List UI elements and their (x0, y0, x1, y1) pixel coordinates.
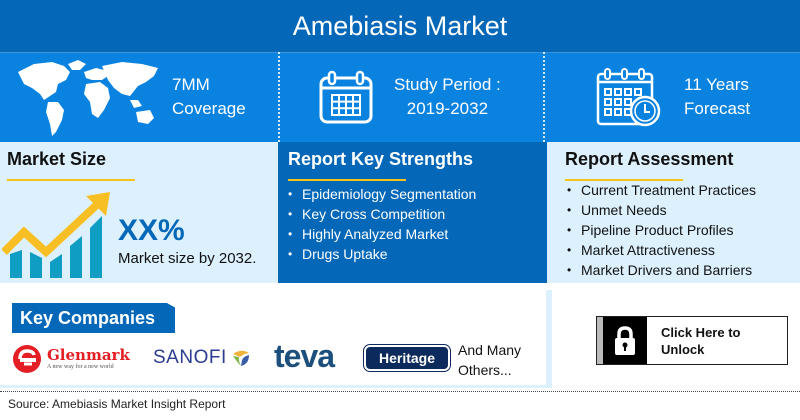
more-companies: And Many Others... (458, 340, 521, 380)
sanofi-logo: SANOFI (153, 347, 251, 369)
world-map-icon (18, 60, 158, 136)
list-item: Market Drivers and Barriers (565, 260, 756, 280)
assessment-panel: Report Assessment Current Treatment Prac… (544, 142, 800, 283)
page-title: Amebiasis Market (292, 11, 508, 41)
study-period-value: 2019-2032 (406, 99, 489, 118)
key-strengths-panel: Report Key Strengths Epidemiology Segmen… (278, 142, 544, 283)
divider (543, 52, 545, 142)
title-underline (7, 179, 135, 181)
forecast-value: 11 Years (684, 75, 749, 94)
unlock-button[interactable]: Click Here to Unlock (596, 316, 788, 365)
assessment-title: Report Assessment (565, 149, 734, 169)
glenmark-tagline: A new way for a new world (47, 363, 114, 370)
coverage-value: 7MM (172, 75, 210, 94)
list-item: Pipeline Product Profiles (565, 220, 756, 240)
forecast-block: 11 Years Forecast (596, 52, 796, 142)
market-size-caption: Market size by 2032. (118, 250, 257, 267)
key-companies-panel (0, 290, 552, 388)
heritage-wordmark: Heritage (378, 350, 436, 366)
glenmark-logo: Glenmark A new way for a new world (12, 344, 130, 374)
key-strengths-title: Report Key Strengths (288, 149, 474, 169)
key-strengths-list: Epidemiology Segmentation Key Cross Comp… (286, 184, 476, 264)
coverage-label: Coverage (172, 99, 246, 118)
list-item: Unmet Needs (565, 200, 756, 220)
source-note: Source: Amebiasis Market Insight Report (8, 397, 226, 411)
lock-box (597, 317, 647, 364)
title-underline (288, 179, 406, 181)
heritage-logo: Heritage (363, 344, 451, 372)
divider (278, 52, 280, 142)
more-line2: Others... (458, 362, 512, 378)
lock-icon (615, 325, 635, 355)
calendar-icon (319, 70, 373, 124)
list-item: Current Treatment Practices (565, 180, 756, 200)
glenmark-wordmark: Glenmark (47, 345, 130, 364)
forecast-label: Forecast (684, 99, 751, 118)
sanofi-bird-icon (232, 350, 249, 366)
assessment-list: Current Treatment Practices Unmet Needs … (565, 180, 756, 280)
glenmark-mark-icon (13, 345, 41, 373)
market-size-panel: Market Size XX% Market size by 2032. (0, 142, 278, 283)
teva-logo: teva (274, 338, 335, 375)
unlock-label: Click Here to Unlock (647, 317, 740, 364)
teva-wordmark: teva (274, 338, 335, 374)
market-size-title: Market Size (7, 149, 107, 169)
list-item: Key Cross Competition (286, 204, 476, 224)
calendar-clock-icon (596, 68, 661, 127)
list-item: Drugs Uptake (286, 244, 476, 264)
footer-divider (0, 391, 800, 392)
study-period-label: Study Period : (394, 75, 501, 94)
page-title-bar: Amebiasis Market (0, 0, 800, 52)
growth-chart-icon (2, 192, 110, 278)
more-line1: And Many (458, 342, 522, 358)
list-item: Highly Analyzed Market (286, 224, 476, 244)
sanofi-wordmark: SANOFI (153, 347, 227, 368)
key-companies-label: Key Companies (12, 303, 175, 333)
market-size-value: XX% (118, 214, 185, 247)
list-item: Epidemiology Segmentation (286, 184, 476, 204)
unlock-line1: Click Here to (661, 324, 741, 340)
list-item: Market Attractiveness (565, 240, 756, 260)
coverage-block: 7MM Coverage (12, 52, 272, 142)
study-period-block: Study Period : 2019-2032 (318, 52, 538, 142)
unlock-line2: Unlock (661, 341, 705, 357)
